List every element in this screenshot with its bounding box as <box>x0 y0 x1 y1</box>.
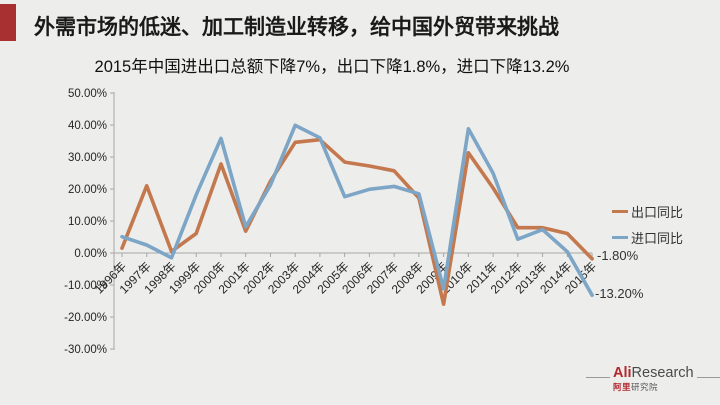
legend-item-export: 出口同比 <box>612 202 683 221</box>
y-axis-tick-label: -30.00% <box>64 344 107 356</box>
legend-item-import: 进口同比 <box>612 228 683 247</box>
logo-left-line <box>586 377 610 378</box>
legend-label-export: 出口同比 <box>631 205 684 220</box>
logo-ali: Ali <box>613 365 632 381</box>
y-axis-tick-label: 0.00% <box>74 248 107 260</box>
y-axis-tick-label: 40.00% <box>68 120 107 132</box>
y-axis-tick-label: 50.00% <box>68 88 107 100</box>
import-end-value-label: -13.20% <box>595 286 644 301</box>
y-axis-tick-label: 20.00% <box>68 184 107 196</box>
aliresearch-logo: AliResearch 阿里研究院 <box>586 366 720 391</box>
logo-research: Research <box>631 365 694 381</box>
logo-chinese: 阿里研究院 <box>613 381 694 392</box>
y-axis-tick-label: -20.00% <box>64 312 107 324</box>
logo-right-line <box>696 377 720 378</box>
import-line-swatch <box>612 236 628 239</box>
logo-wordmark: AliResearch <box>613 366 694 381</box>
logo-text: AliResearch 阿里研究院 <box>613 366 694 391</box>
logo-cn-gray: 研究院 <box>631 381 659 392</box>
page-title: 外需市场的低迷、加工制造业转移，给中国外贸带来挑战 <box>34 16 559 39</box>
export-series-line <box>120 137 594 307</box>
page-subtitle: 2015年中国进出口总额下降7%，出口下降1.8%，进口下降13.2% <box>94 58 570 76</box>
export-line-swatch <box>612 210 628 213</box>
title-accent-bar <box>0 4 16 41</box>
logo-cn-red: 阿里 <box>613 381 632 392</box>
y-axis-tick-label: -10.00% <box>64 280 107 292</box>
y-axis-tick-label: 10.00% <box>68 216 107 228</box>
import-series-line <box>120 123 594 298</box>
legend-label-import: 进口同比 <box>631 231 684 246</box>
export-end-value-label: -1.80% <box>597 248 639 263</box>
y-axis-tick-label: 30.00% <box>68 152 107 164</box>
chart-legend: 出口同比 进口同比 <box>612 202 683 247</box>
